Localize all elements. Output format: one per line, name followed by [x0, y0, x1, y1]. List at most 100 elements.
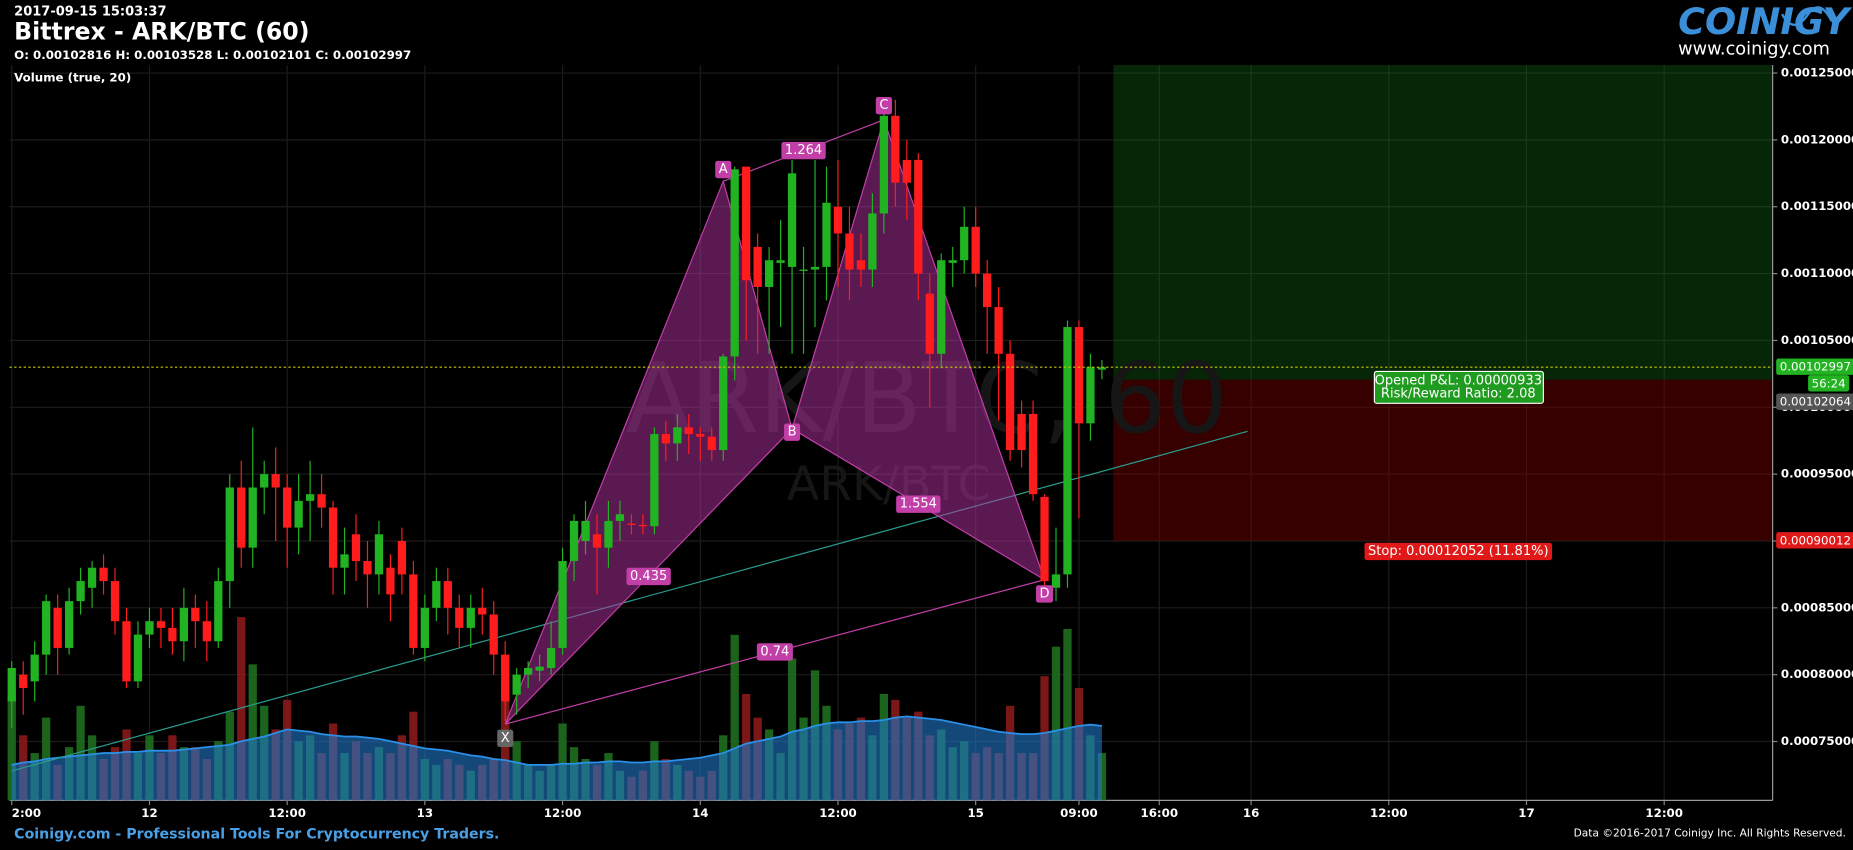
volume-ma-line [11, 715, 1102, 766]
candle-body [1040, 496, 1049, 582]
volume-bar [248, 664, 257, 801]
candle-body [960, 226, 969, 261]
pattern-point-label-box [497, 729, 514, 748]
pnl-box [1373, 370, 1544, 404]
candle-body [971, 226, 980, 274]
candle-body [133, 634, 143, 682]
candle-body [1074, 327, 1084, 424]
candle-body [638, 524, 648, 527]
candle-body [650, 434, 659, 527]
candle-body [764, 260, 774, 287]
ohlc-readout: O: 0.00102816 H: 0.00103528 L: 0.0010210… [14, 48, 411, 62]
candle-body [948, 260, 957, 263]
y-tick-label: 0.00120000 [1781, 132, 1853, 146]
y-tick-label: 0.00080000 [1781, 667, 1853, 681]
candle-body [1051, 574, 1061, 588]
candle-body [7, 667, 16, 702]
volume-bar [1051, 646, 1061, 801]
y-tick-label: 0.00085000 [1781, 600, 1853, 614]
last-price-label: 0.00102997 [1780, 360, 1851, 374]
candle-body [53, 607, 62, 648]
candle-body [328, 507, 338, 568]
candle-body [799, 269, 808, 271]
candle-body [30, 654, 39, 682]
candle-body [730, 169, 739, 357]
footer-right: Data ©2016-2017 Coinigy Inc. All Rights … [1574, 826, 1846, 839]
candle-body [409, 574, 418, 648]
timestamp: 2017-09-15 15:03:37 [14, 4, 166, 19]
candle-body [225, 487, 234, 582]
x-tick-label: 16 [1243, 806, 1259, 820]
x-tick-label: 2:00 [12, 806, 41, 820]
candle-body [317, 494, 326, 508]
volume-bar [76, 705, 85, 801]
candle-body [1086, 367, 1095, 424]
candle-body [432, 581, 441, 608]
entry-label-box [1776, 393, 1853, 410]
candle-body [673, 427, 682, 444]
candle-body [902, 159, 911, 183]
pattern-ratio-box [626, 567, 671, 586]
y-tick-label: 0.00105000 [1781, 333, 1853, 347]
candle-body [501, 654, 510, 702]
pattern-ratio: 1.554 [900, 497, 937, 512]
footer-left: Coinigy.com - Professional Tools For Cry… [14, 827, 499, 843]
candle-body [478, 607, 487, 615]
candle-body [856, 260, 866, 270]
x-tick-label: 17 [1518, 806, 1534, 820]
trendline [11, 430, 1248, 772]
pnl-label: Opened P&L: 0.00000933 [1375, 373, 1542, 388]
countdown-label: 56:24 [1812, 376, 1846, 390]
candle-body [214, 581, 223, 642]
candle-body [707, 436, 716, 451]
candle-body [1097, 367, 1107, 370]
candle-body [248, 487, 257, 548]
x-tick-label: 12 [141, 806, 157, 820]
volume-bar [7, 693, 16, 801]
candle-body [719, 356, 728, 451]
last-price-label-box [1776, 358, 1853, 375]
candle-body [455, 607, 464, 628]
candle-body [156, 621, 166, 628]
candle-body [271, 474, 280, 488]
entry-label: 0.00102064 [1780, 395, 1851, 409]
pattern-point-label: A [719, 162, 728, 177]
candle-body [64, 601, 74, 648]
candle-body [76, 581, 85, 602]
candle-body [340, 554, 349, 568]
candle-body [294, 500, 303, 528]
x-tick-label: 13 [417, 806, 433, 820]
pattern-point-label: C [879, 98, 888, 113]
candle-body [363, 561, 372, 575]
candle-body [627, 523, 636, 525]
candle-body [168, 627, 177, 642]
candle-body [787, 173, 797, 267]
candle-body [386, 567, 395, 595]
x-tick-label: 15 [967, 806, 983, 820]
candle-body [845, 233, 854, 270]
candle-body [546, 647, 556, 668]
volume-bar [730, 634, 739, 801]
candle-body [191, 607, 200, 622]
candle-body [661, 434, 670, 444]
y-tick-label: 0.00115000 [1781, 199, 1853, 213]
candle-body [145, 621, 154, 635]
candle-body [122, 621, 131, 682]
candle-body [535, 666, 544, 671]
pattern-point-label: X [501, 731, 510, 746]
pattern-ratio: 0.435 [630, 569, 667, 584]
x-tick-label: 14 [692, 806, 708, 820]
stop-label-box [1364, 542, 1553, 561]
candle-body [569, 520, 579, 562]
candle-body [42, 601, 51, 655]
pattern-point-label-box [875, 96, 892, 115]
x-tick-label: 12:00 [1645, 806, 1683, 820]
candle-body [615, 514, 625, 521]
pattern-point-label: D [1040, 586, 1050, 601]
volume-bar [558, 723, 567, 801]
pattern-ratio-box [781, 141, 826, 160]
candle-body [810, 266, 820, 270]
y-tick-label: 0.00075000 [1781, 734, 1853, 748]
